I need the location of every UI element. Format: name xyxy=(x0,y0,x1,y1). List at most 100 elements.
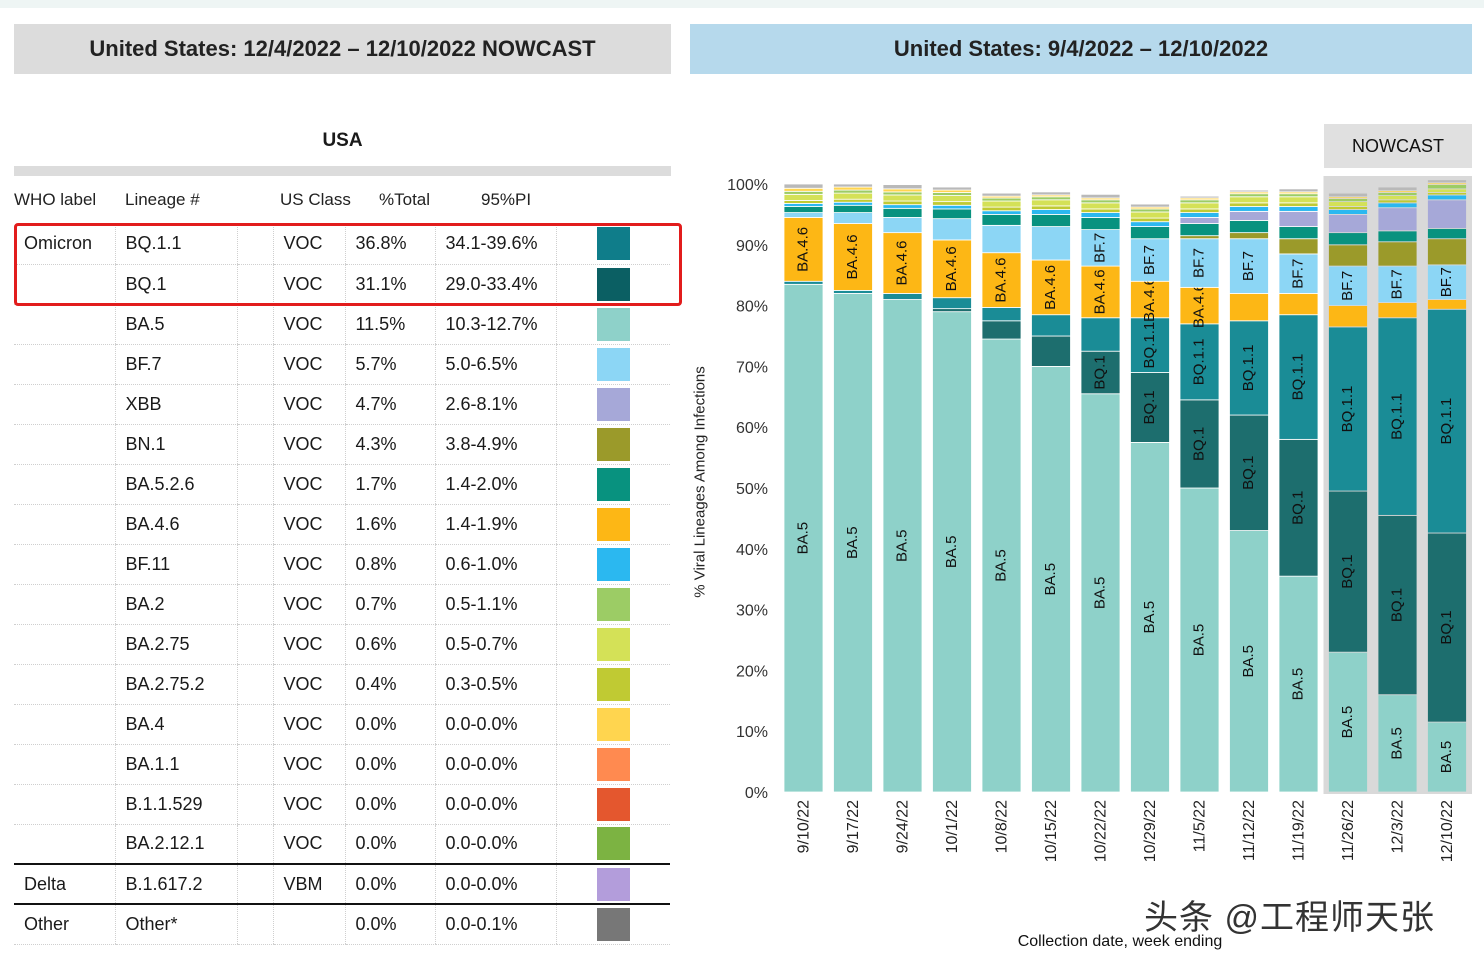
pct-total-cell: 0.8% xyxy=(344,544,435,585)
pi-cell: 3.8-4.9% xyxy=(434,424,556,465)
segment-label: BQ.1 xyxy=(1438,610,1455,644)
color-swatch xyxy=(596,347,630,381)
us-class-cell: VOC xyxy=(272,264,345,305)
bar-segment xyxy=(882,232,923,294)
col-header-lineage: Lineage # xyxy=(125,190,200,209)
bar-segment xyxy=(1328,490,1368,653)
table-row: BA.2.75.2 VOC 0.4% 0.3-0.5% xyxy=(14,664,670,705)
spacer-cell xyxy=(236,903,273,945)
bar-segment xyxy=(932,201,972,206)
bar-segment xyxy=(783,203,824,207)
bar-segment xyxy=(1229,232,1269,240)
lineage-cell: XBB xyxy=(114,384,237,425)
table-row: Delta B.1.617.2 VBM 0.0% 0.0-0.0% xyxy=(14,863,670,905)
x-tick-label: 11/19/22 xyxy=(1291,800,1308,861)
us-class-cell: VOC xyxy=(272,544,345,585)
us-class-cell: VOC xyxy=(272,504,345,545)
bar-segment xyxy=(833,201,873,206)
spacer-cell xyxy=(236,344,273,385)
spacer-cell xyxy=(236,504,273,545)
x-tick-label: 12/3/22 xyxy=(1390,800,1407,853)
pi-cell: 0.5-1.1% xyxy=(434,584,556,625)
segment-label: BQ.1.1 xyxy=(1141,322,1158,369)
bar-segment xyxy=(1427,238,1467,266)
table-row: BA.2.75 VOC 0.6% 0.5-0.7% xyxy=(14,624,670,665)
bar-segment xyxy=(981,320,1022,340)
bar-segment xyxy=(1031,199,1071,207)
segment-label: BF.7 xyxy=(1388,269,1405,299)
bar-segment xyxy=(1377,199,1418,204)
x-tick-label: 10/15/22 xyxy=(1043,800,1060,862)
bar-segment xyxy=(1080,265,1121,319)
bar-segment xyxy=(1229,206,1269,212)
bar-segment xyxy=(1031,205,1071,210)
pct-total-cell: 0.0% xyxy=(344,863,435,905)
watermark: 头条 @工程师天张 xyxy=(1144,899,1435,937)
bar-segment xyxy=(1377,241,1418,267)
bar-segment xyxy=(1229,210,1269,221)
bar-segment xyxy=(833,212,873,224)
bar-segment xyxy=(783,183,824,189)
who-label-cell xyxy=(14,504,115,545)
color-swatch xyxy=(596,787,630,821)
us-class-cell: VOC xyxy=(272,304,345,345)
table-row: Omicron BQ.1.1 VOC 36.8% 34.1-39.6% xyxy=(14,224,670,265)
bar-segment xyxy=(882,217,923,234)
bar-segment xyxy=(783,280,824,285)
bar-segment xyxy=(783,212,824,218)
segment-label: BA.5 xyxy=(943,536,960,569)
bar-segment xyxy=(1229,293,1269,322)
bar-segment xyxy=(1278,293,1319,316)
us-class-cell: VOC xyxy=(272,744,345,785)
swatch-cell xyxy=(555,304,670,345)
swatch-cell xyxy=(555,824,670,865)
segment-label: BA.5 xyxy=(1438,741,1455,774)
segment-label: BQ.1 xyxy=(1388,588,1405,622)
segment-label: BA.5 xyxy=(1240,645,1257,678)
color-swatch xyxy=(596,627,630,661)
lineage-cell: BF.11 xyxy=(114,544,237,585)
table-row: B.1.1.529 VOC 0.0% 0.0-0.0% xyxy=(14,784,670,825)
top-strip xyxy=(0,0,1484,8)
who-label-cell xyxy=(14,784,115,825)
us-class-cell: VOC xyxy=(272,224,345,265)
segment-label: BA.4.6 xyxy=(794,227,811,272)
bar-segment xyxy=(1377,192,1418,196)
y-tick-label: 70% xyxy=(736,359,768,376)
segment-label: BA.4.6 xyxy=(943,246,960,291)
segment-label: BA.5 xyxy=(1339,706,1356,739)
pi-cell: 0.0-0.1% xyxy=(434,903,556,945)
x-tick-label: 9/24/22 xyxy=(895,800,912,853)
bar-segment xyxy=(1278,196,1319,204)
bar-segment xyxy=(1278,202,1319,207)
y-tick-label: 80% xyxy=(736,299,768,316)
us-class-cell: VOC xyxy=(272,584,345,625)
bar-segment xyxy=(1179,399,1220,489)
bar-segment xyxy=(882,184,923,190)
lineage-cell: B.1.617.2 xyxy=(114,863,237,905)
region-title: USA xyxy=(322,130,363,151)
bar-segment xyxy=(1427,227,1467,240)
bar-segment xyxy=(833,186,873,191)
segment-label: BA.4.6 xyxy=(893,241,910,286)
bar-segment xyxy=(1080,393,1121,793)
who-label-cell xyxy=(14,544,115,585)
bar-segment xyxy=(1278,206,1319,212)
bar-segment xyxy=(1278,226,1319,240)
bar-segment xyxy=(1328,213,1368,234)
table-row: BQ.1 VOC 31.1% 29.0-33.4% xyxy=(14,264,670,305)
lineage-cell: BQ.1 xyxy=(114,264,237,305)
bar-segment xyxy=(1130,208,1170,213)
lineage-cell: BA.2 xyxy=(114,584,237,625)
pct-total-cell: 4.7% xyxy=(344,384,435,425)
spacer-cell xyxy=(236,224,273,265)
y-tick-label: 20% xyxy=(736,663,768,680)
chart-xlabel: Collection date, week ending xyxy=(1017,933,1223,950)
nowcast-label: NOWCAST xyxy=(1324,124,1472,168)
bar-segment xyxy=(1179,238,1220,288)
color-swatch xyxy=(596,427,630,461)
bar-segment xyxy=(932,297,972,310)
bar-segment xyxy=(882,204,923,209)
segment-label: BQ.1 xyxy=(1190,427,1207,461)
who-label-cell xyxy=(14,424,115,465)
